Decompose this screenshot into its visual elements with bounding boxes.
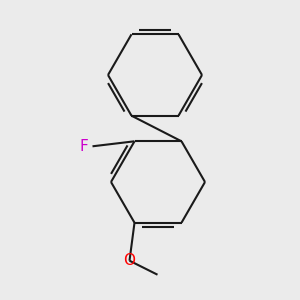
Text: O: O <box>124 253 136 268</box>
Text: F: F <box>80 139 88 154</box>
